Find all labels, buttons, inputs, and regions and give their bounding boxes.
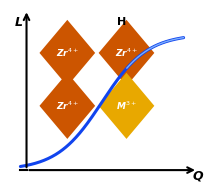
Polygon shape [99,73,154,139]
Polygon shape [40,73,95,139]
Text: Zr$^{4+}$: Zr$^{4+}$ [115,47,138,59]
Text: Zr$^{4+}$: Zr$^{4+}$ [56,47,79,59]
Text: Zr$^{4+}$: Zr$^{4+}$ [56,100,79,112]
Text: M$^{3+}$: M$^{3+}$ [116,100,137,112]
Polygon shape [40,20,95,86]
Text: H: H [117,17,126,27]
Polygon shape [99,20,154,86]
Text: Q: Q [193,169,203,182]
Text: L: L [14,16,22,29]
